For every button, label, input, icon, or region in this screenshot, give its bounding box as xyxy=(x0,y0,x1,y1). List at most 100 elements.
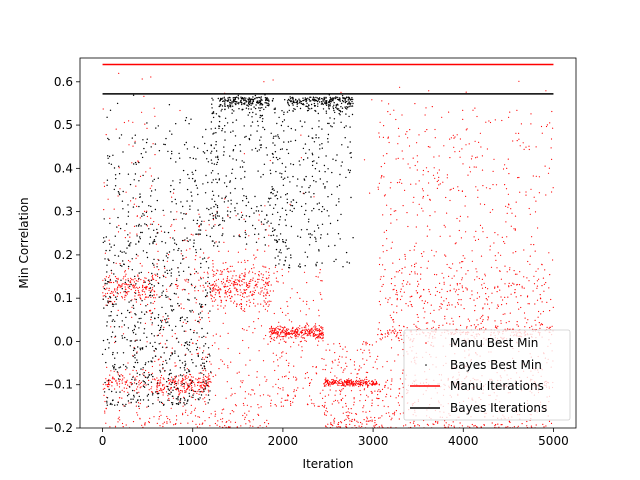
bayes-point xyxy=(226,185,228,188)
manu-point xyxy=(510,293,512,295)
manu-point xyxy=(317,335,320,337)
bayes-point xyxy=(253,106,255,108)
bayes-point xyxy=(287,103,290,105)
manu-point xyxy=(249,285,251,287)
manu-point xyxy=(532,290,534,292)
manu-point xyxy=(389,329,391,331)
manu-point xyxy=(162,423,164,425)
manu-point xyxy=(500,278,502,280)
bayes-point xyxy=(229,103,231,105)
manu-point xyxy=(297,336,299,338)
manu-point xyxy=(279,357,281,359)
manu-point xyxy=(474,310,476,312)
manu-point xyxy=(269,159,271,162)
manu-point xyxy=(231,295,233,297)
bayes-point xyxy=(291,102,293,105)
manu-point xyxy=(205,356,207,358)
bayes-point xyxy=(125,365,127,368)
manu-point xyxy=(124,275,126,277)
manu-point xyxy=(215,292,217,294)
manu-point xyxy=(508,116,510,118)
bayes-point xyxy=(138,395,140,398)
manu-point xyxy=(528,207,530,210)
bayes-point xyxy=(186,148,189,150)
manu-point xyxy=(155,279,157,282)
manu-point xyxy=(233,270,235,272)
manu-point xyxy=(439,291,441,294)
manu-point xyxy=(139,382,141,385)
manu-point xyxy=(146,215,148,218)
manu-point xyxy=(426,225,429,227)
bayes-point xyxy=(344,99,346,101)
manu-point xyxy=(153,294,155,296)
bayes-point xyxy=(166,346,168,348)
manu-point xyxy=(366,342,368,344)
manu-point xyxy=(497,304,499,306)
manu-point xyxy=(108,289,110,291)
manu-point xyxy=(263,284,265,286)
manu-point xyxy=(354,419,356,421)
manu-point xyxy=(357,421,359,423)
bayes-point xyxy=(108,347,110,349)
manu-point xyxy=(207,353,209,355)
manu-point xyxy=(480,426,482,428)
manu-point xyxy=(386,379,389,381)
manu-point xyxy=(258,214,260,216)
bayes-point xyxy=(148,228,150,230)
manu-point xyxy=(407,281,409,283)
manu-point xyxy=(536,287,538,289)
bayes-point xyxy=(121,251,123,253)
manu-point xyxy=(367,386,369,388)
manu-point xyxy=(421,300,423,302)
manu-point xyxy=(242,278,244,280)
manu-point xyxy=(234,283,236,286)
manu-point xyxy=(345,362,347,364)
manu-point xyxy=(457,294,459,296)
bayes-point xyxy=(203,366,206,368)
manu-point xyxy=(288,333,290,335)
manu-point xyxy=(396,335,398,337)
manu-point xyxy=(298,334,300,336)
manu-point xyxy=(298,344,300,346)
manu-point xyxy=(475,186,477,188)
bayes-point xyxy=(332,158,334,160)
manu-point xyxy=(350,372,352,374)
manu-point xyxy=(239,304,241,306)
manu-point xyxy=(332,425,334,427)
manu-point xyxy=(197,382,200,384)
manu-point xyxy=(384,333,386,335)
bayes-point xyxy=(104,348,107,351)
bayes-point xyxy=(262,118,264,120)
manu-point xyxy=(175,365,177,367)
manu-point xyxy=(446,290,448,293)
manu-point xyxy=(217,270,219,272)
manu-point xyxy=(281,397,283,399)
bayes-point xyxy=(115,280,117,282)
manu-point xyxy=(238,371,240,373)
manu-point xyxy=(263,266,265,268)
manu-point xyxy=(533,275,535,277)
manu-point xyxy=(343,369,345,371)
manu-point xyxy=(213,297,215,299)
manu-point xyxy=(174,365,176,367)
manu-point xyxy=(414,164,416,167)
manu-point xyxy=(336,426,338,428)
manu-point xyxy=(321,334,323,336)
bayes-point xyxy=(105,296,107,298)
manu-point xyxy=(507,328,509,330)
manu-point xyxy=(198,213,200,215)
manu-point xyxy=(258,350,260,352)
manu-point xyxy=(429,215,431,217)
manu-point xyxy=(170,379,172,381)
manu-point xyxy=(214,394,217,396)
manu-point xyxy=(271,328,273,330)
manu-point xyxy=(496,327,498,329)
manu-point xyxy=(128,402,130,404)
manu-point xyxy=(395,397,397,399)
manu-point xyxy=(233,411,235,413)
manu-point xyxy=(509,312,511,314)
bayes-point xyxy=(248,99,250,101)
bayes-point xyxy=(146,336,148,338)
manu-point xyxy=(147,303,149,306)
manu-point xyxy=(278,321,280,323)
